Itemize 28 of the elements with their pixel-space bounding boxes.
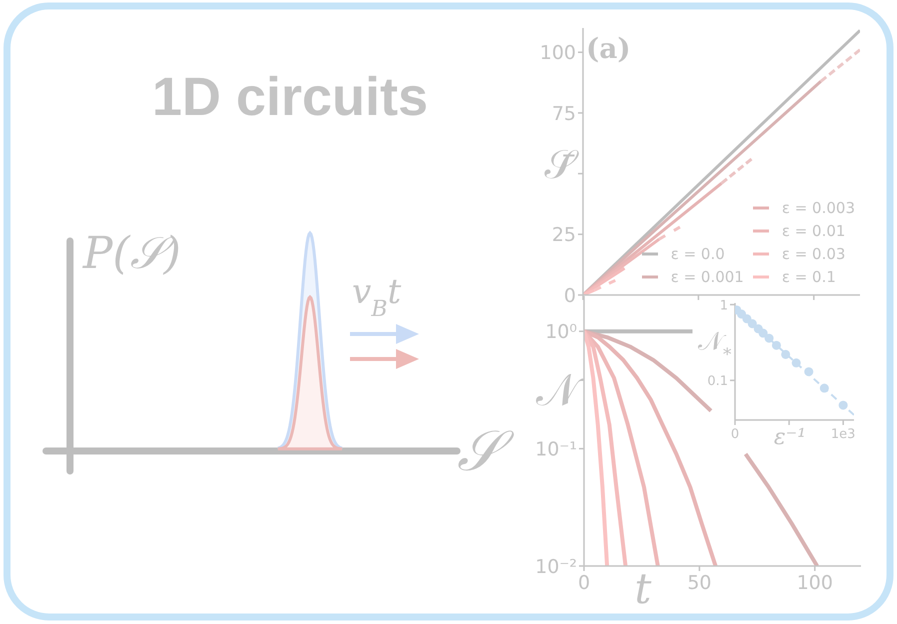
y-tick-label: 0 <box>564 284 576 307</box>
y-tick-label: 25 <box>552 224 576 246</box>
y-tick-label: 100 <box>540 42 576 64</box>
x-tick-label: 100 <box>796 572 833 594</box>
x-axis-title: ε⁻¹ <box>774 425 806 450</box>
text: 𝒮 <box>457 419 515 484</box>
y-tick-label: 10⁻¹ <box>535 438 577 460</box>
legend-label: ε = 0.03 <box>782 244 846 262</box>
x-axis-title: t <box>634 564 652 613</box>
legend-label: ε = 0.0 <box>670 244 725 262</box>
text: P(𝒮) <box>82 228 181 279</box>
y-axis-title: 𝒩$_{*}$ <box>698 327 732 364</box>
x-tick-label: 1e3 <box>830 427 856 442</box>
x-tick-label: 50 <box>687 572 712 594</box>
legend-label: ε = 0.003 <box>782 198 855 216</box>
text: 1D circuits <box>152 67 428 127</box>
text: v$_{B}$t <box>352 272 402 322</box>
y-tick-label: 75 <box>552 102 576 125</box>
y-axis-title: 𝒮̄ <box>544 142 580 188</box>
y-tick-label: 10⁰ <box>545 321 577 344</box>
y-axis-title: 𝒩 <box>536 365 584 416</box>
y-tick-label: 10⁻² <box>535 556 577 578</box>
legend-label: ε = 0.001 <box>670 268 744 286</box>
annotation: (a) <box>586 32 631 65</box>
y-tick-label: 0.1 <box>707 374 728 390</box>
legend-label: ε = 0.1 <box>782 268 836 286</box>
legend-label: ε = 0.01 <box>782 222 846 240</box>
y-tick-label: 1 <box>720 298 728 314</box>
